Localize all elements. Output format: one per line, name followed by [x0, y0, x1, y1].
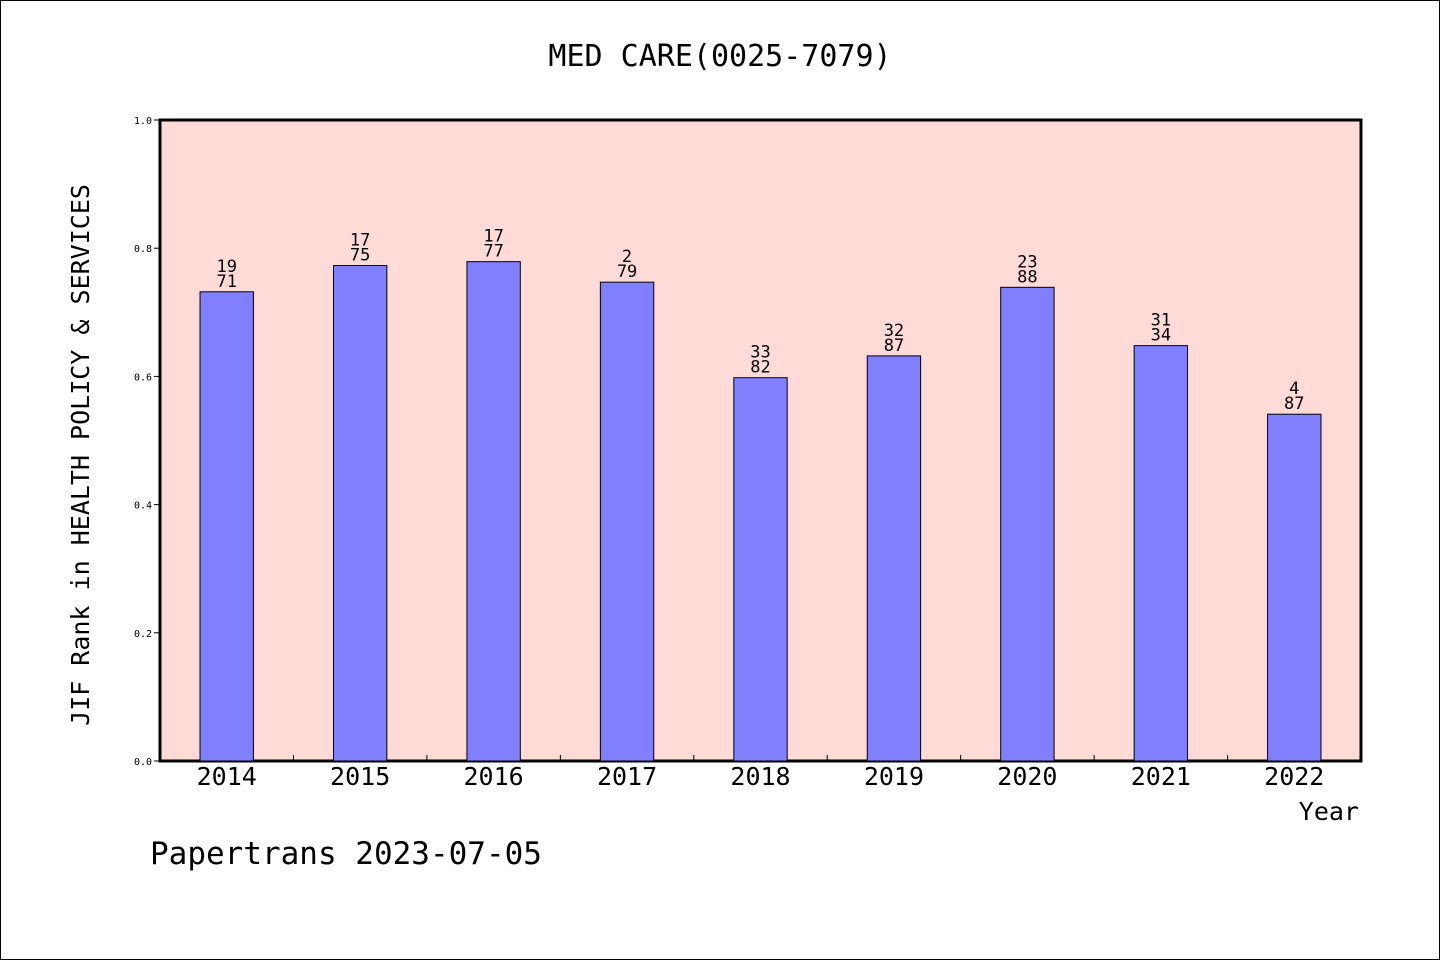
bar-2021 — [1134, 346, 1187, 761]
x-tick-label-2019: 2019 — [864, 762, 924, 791]
bar-label-bottom-2022: 87 — [1284, 394, 1304, 414]
x-tick-label-2016: 2016 — [464, 762, 524, 791]
bar-label-bottom-2019: 87 — [884, 336, 904, 356]
bar-2022 — [1268, 414, 1321, 761]
y-tick-label: 1.0 — [134, 116, 152, 127]
bar-2017 — [600, 282, 653, 761]
x-tick-label-2018: 2018 — [730, 762, 790, 791]
y-axis-label: JIF Rank in HEALTH POLICY & SERVICES — [66, 184, 95, 726]
x-tick-label-2022: 2022 — [1264, 762, 1324, 791]
bar-2015 — [333, 266, 386, 761]
bar-label-bottom-2016: 77 — [483, 242, 503, 262]
x-tick-label-2021: 2021 — [1131, 762, 1191, 791]
bar-label-bottom-2018: 82 — [750, 358, 770, 378]
x-axis-label: Year — [1299, 797, 1359, 826]
bar-label-bottom-2015: 75 — [350, 246, 370, 266]
x-tick-label-2017: 2017 — [597, 762, 657, 791]
y-tick-label: 0.8 — [134, 244, 152, 255]
bar-2020 — [1001, 287, 1054, 761]
bar-2014 — [200, 292, 253, 761]
bar-2019 — [867, 356, 920, 761]
x-tick-label-2015: 2015 — [330, 762, 390, 791]
footer-text: Papertrans 2023-07-05 — [150, 836, 542, 872]
x-tick-label-2014: 2014 — [197, 762, 257, 791]
bar-chart: MED CARE(0025-7079) 0.0 0.2 0.4 0.6 0.8 1.0 1… — [0, 0, 1440, 960]
y-tick-label: 0.2 — [134, 629, 152, 640]
y-tick-label: 0.6 — [134, 372, 152, 383]
chart-title: MED CARE(0025-7079) — [548, 39, 891, 74]
bar-label-bottom-2020: 88 — [1017, 267, 1037, 287]
bar-label-bottom-2017: 79 — [617, 262, 637, 282]
y-axis-ticks: 0.0 0.2 0.4 0.6 0.8 1.0 — [134, 116, 160, 768]
bar-label-bottom-2014: 71 — [216, 272, 236, 292]
y-tick-label: 0.0 — [134, 757, 152, 768]
x-tick-label-2020: 2020 — [997, 762, 1057, 791]
y-tick-label: 0.4 — [134, 501, 152, 512]
bar-2018 — [734, 378, 787, 761]
bar-2016 — [467, 262, 520, 761]
bar-label-bottom-2021: 34 — [1151, 326, 1171, 346]
